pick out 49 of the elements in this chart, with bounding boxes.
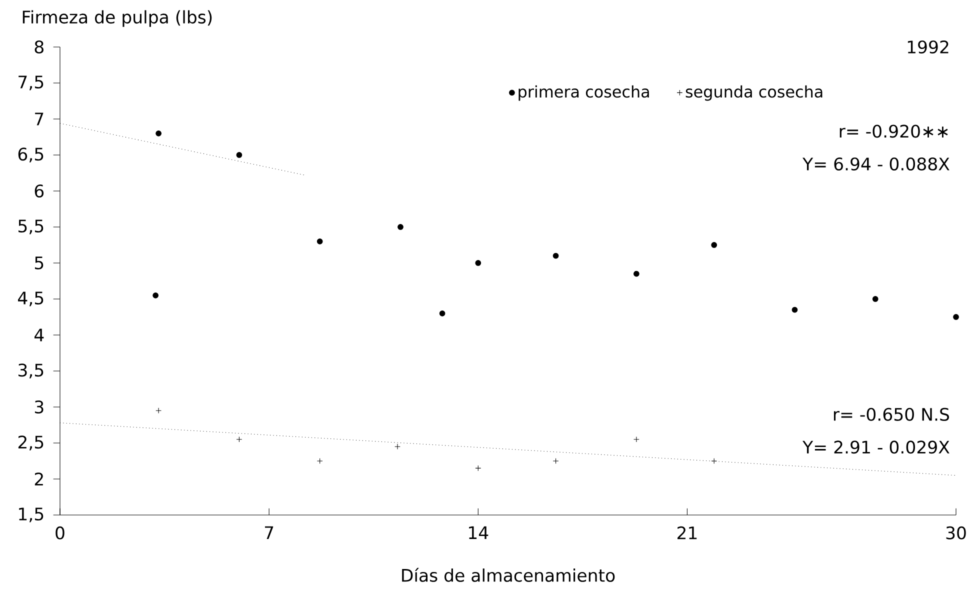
y-tick-label: 4,5 [18, 292, 44, 306]
x-tick-label: 30 [946, 526, 966, 540]
y-tick-label: 7 [35, 112, 44, 126]
point [236, 152, 242, 158]
point [792, 306, 798, 313]
y-tick-label: 6,5 [18, 148, 44, 162]
x-tick-label: 0 [56, 526, 64, 540]
point [711, 242, 718, 248]
point [634, 270, 640, 277]
point [552, 458, 559, 464]
y-tick-label: 2 [34, 472, 43, 486]
x-tick-label: 7 [264, 526, 274, 539]
annotation: Y= 2.91 - 0.029X [802, 440, 950, 454]
legend-label: segunda cosecha [686, 85, 822, 101]
point [552, 252, 559, 259]
y-tick-label: 5,5 [18, 220, 44, 234]
point [394, 444, 400, 450]
y-tick-label: 4 [34, 328, 44, 342]
point [634, 436, 640, 442]
y-tick-label: 2,5 [18, 436, 44, 450]
legend-label: primera cosecha [518, 85, 649, 101]
y-tick-label: 6 [34, 184, 44, 198]
y-tick-label: 1,5 [19, 508, 44, 522]
x-axis-title: Días de almacenamiento [402, 568, 615, 582]
y-tick-label: 3 [34, 400, 44, 414]
point [316, 458, 323, 464]
annotation: r= -0.920∗∗ [840, 124, 948, 138]
y-tick-label: 7,5 [18, 76, 44, 90]
point [475, 465, 482, 472]
annotation: r= -0.650 N.S [834, 408, 950, 421]
point [152, 292, 159, 298]
x-tick-label: 21 [677, 526, 697, 540]
y-tick-label: 3,5 [18, 364, 44, 378]
point [953, 314, 959, 320]
point [439, 310, 446, 316]
chart-title: 1992 [908, 40, 948, 54]
point [236, 436, 242, 442]
point [398, 224, 404, 230]
point [156, 130, 162, 136]
annotation: Y= 6.94 - 0.088X [802, 157, 950, 171]
point [475, 260, 482, 266]
point [156, 408, 162, 414]
y-tick-label: 5 [34, 256, 44, 270]
point [872, 296, 878, 302]
point [316, 238, 323, 244]
y-axis-title: Firmeza de pulpa (lbs) [22, 10, 212, 27]
x-tick-label: 14 [469, 526, 488, 539]
y-tick-label: 8 [34, 40, 44, 54]
point [711, 458, 718, 464]
